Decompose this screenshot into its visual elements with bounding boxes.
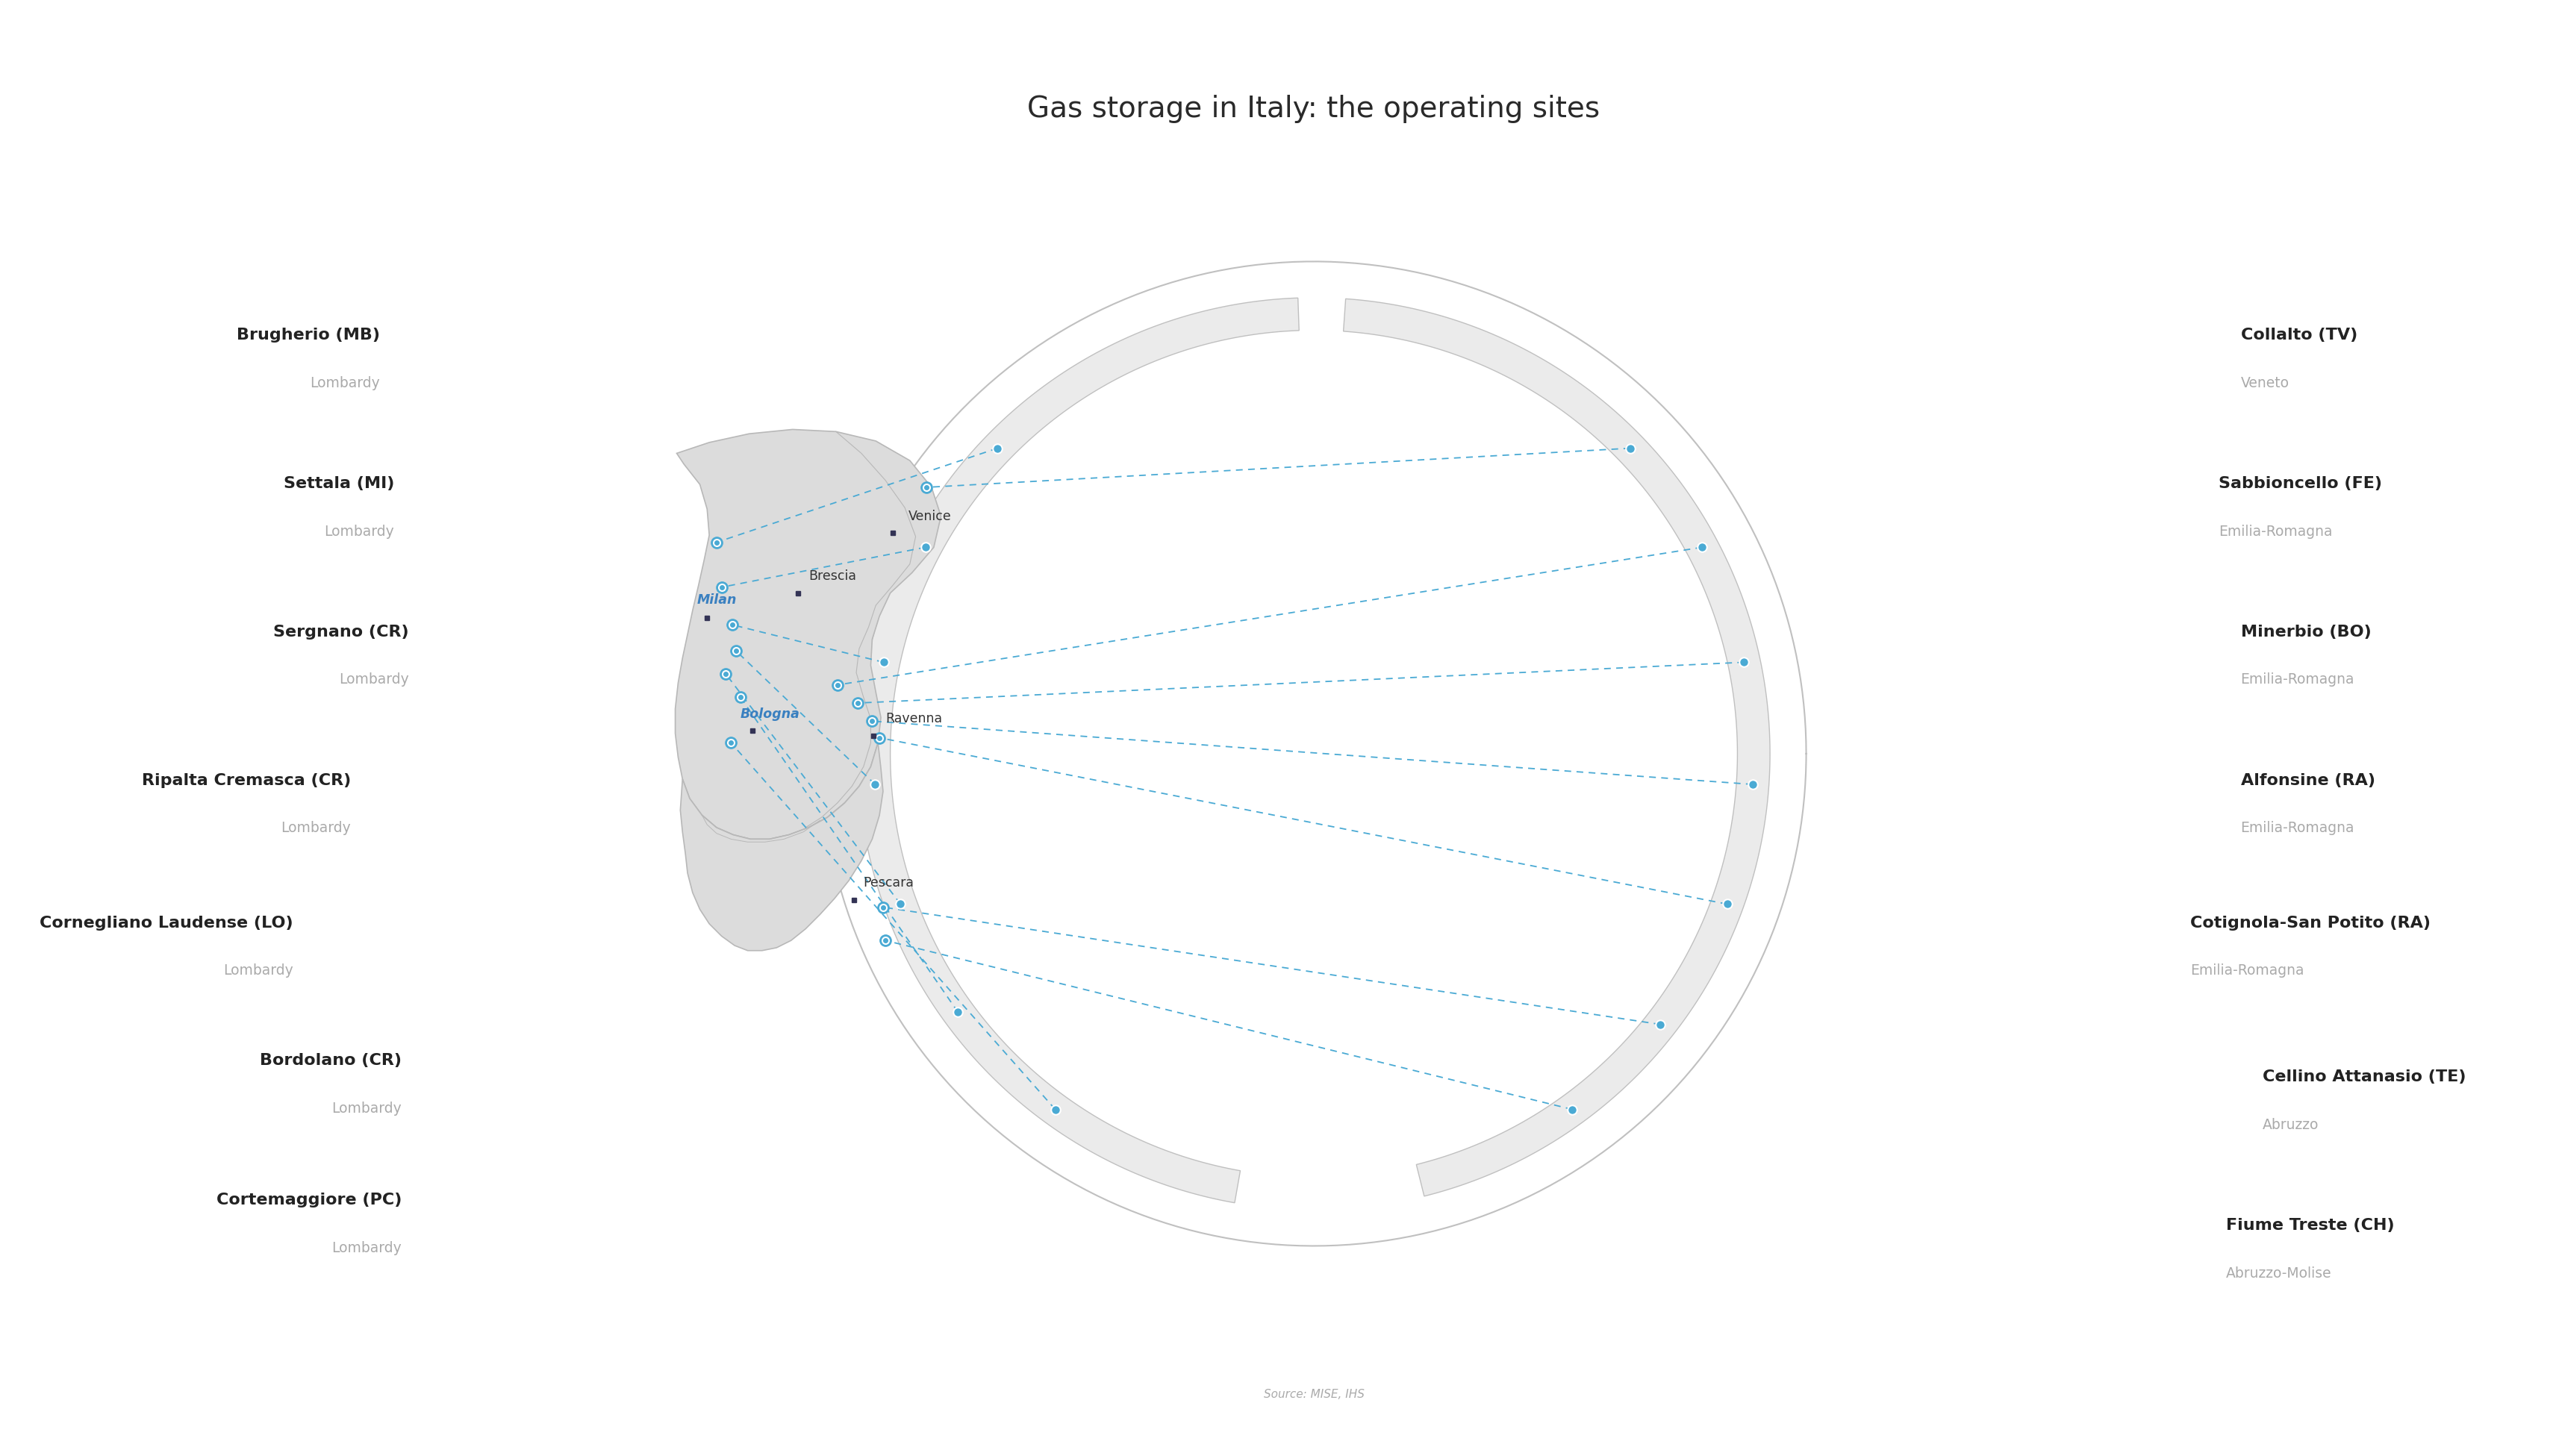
Text: Abruzzo-Molise: Abruzzo-Molise — [2226, 1267, 2331, 1280]
Text: Ripalta Cremasca (CR): Ripalta Cremasca (CR) — [140, 773, 350, 788]
Text: Sabbioncello (FE): Sabbioncello (FE) — [2219, 476, 2382, 491]
Text: Emilia-Romagna: Emilia-Romagna — [2190, 964, 2303, 978]
Text: Source: MISE, IHS: Source: MISE, IHS — [1264, 1389, 1363, 1399]
Text: Lombardy: Lombardy — [332, 1101, 401, 1115]
Text: Collalto (TV): Collalto (TV) — [2242, 328, 2356, 342]
Text: Lombardy: Lombardy — [222, 964, 294, 978]
Text: Milan: Milan — [697, 594, 738, 607]
Text: Brescia: Brescia — [809, 569, 855, 582]
Text: Cornegliano Laudense (LO): Cornegliano Laudense (LO) — [38, 916, 294, 930]
Polygon shape — [674, 430, 942, 839]
Polygon shape — [679, 743, 883, 951]
Text: Settala (MI): Settala (MI) — [283, 476, 393, 491]
Text: Sergnano (CR): Sergnano (CR) — [273, 625, 408, 639]
Text: Cortemaggiore (PC): Cortemaggiore (PC) — [217, 1192, 401, 1208]
Text: Lombardy: Lombardy — [309, 376, 380, 390]
Text: Lombardy: Lombardy — [332, 1241, 401, 1255]
Text: Emilia-Romagna: Emilia-Romagna — [2242, 673, 2354, 687]
Text: Alfonsine (RA): Alfonsine (RA) — [2242, 773, 2374, 788]
Text: Emilia-Romagna: Emilia-Romagna — [2242, 821, 2354, 836]
Text: Bologna: Bologna — [740, 708, 799, 721]
Text: Bordolano (CR): Bordolano (CR) — [260, 1053, 401, 1069]
Text: Fiume Treste (CH): Fiume Treste (CH) — [2226, 1219, 2395, 1233]
Text: Gas storage in Italy: the operating sites: Gas storage in Italy: the operating site… — [1026, 95, 1601, 122]
Text: Abruzzo: Abruzzo — [2262, 1118, 2318, 1133]
Text: Lombardy: Lombardy — [281, 821, 350, 836]
Text: Ravenna: Ravenna — [886, 712, 942, 725]
Text: Veneto: Veneto — [2242, 376, 2290, 390]
Text: Venice: Venice — [909, 510, 952, 523]
Polygon shape — [1343, 298, 1769, 1197]
Polygon shape — [858, 298, 1299, 1203]
Text: Cellino Attanasio (TE): Cellino Attanasio (TE) — [2262, 1070, 2466, 1085]
Text: Lombardy: Lombardy — [340, 673, 408, 687]
Text: Brugherio (MB): Brugherio (MB) — [237, 328, 380, 342]
Text: Emilia-Romagna: Emilia-Romagna — [2219, 524, 2333, 539]
Text: Minerbio (BO): Minerbio (BO) — [2242, 625, 2372, 639]
Text: Lombardy: Lombardy — [324, 524, 393, 539]
Text: Cotignola-San Potito (RA): Cotignola-San Potito (RA) — [2190, 916, 2430, 930]
Text: Pescara: Pescara — [863, 877, 914, 890]
